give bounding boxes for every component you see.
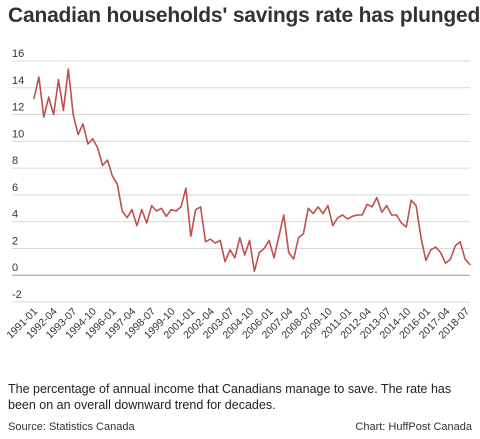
x-axis-tick-labels: 1991-011992-041993-071994-101996-011997-… xyxy=(4,306,472,342)
y-tick-label: 10 xyxy=(12,128,24,140)
series-line xyxy=(33,68,471,272)
y-tick-label: -2 xyxy=(12,289,22,301)
y-tick-label: 4 xyxy=(12,209,18,221)
line-chart: 16 14 12 10 8 6 4 2 0 -2 1991-011992-041993-07199… xyxy=(4,48,472,342)
chart-title: Canadian households' savings rate has pl… xyxy=(8,4,480,27)
y-tick-label: 0 xyxy=(12,262,18,274)
y-tick-label: 8 xyxy=(12,155,18,167)
series-layer xyxy=(33,68,471,272)
gridlines xyxy=(12,60,470,303)
y-axis-tick-labels: 16 14 12 10 8 6 4 2 0 -2 xyxy=(12,48,24,301)
y-tick-label: 14 xyxy=(12,75,24,87)
y-tick-label: 16 xyxy=(12,48,24,60)
y-tick-label: 12 xyxy=(12,102,24,114)
chart-caption: The percentage of annual income that Can… xyxy=(8,382,452,412)
y-tick-label: 2 xyxy=(12,235,18,247)
chart-credit: Chart: HuffPost Canada xyxy=(355,421,472,433)
source-note: Source: Statistics Canada xyxy=(8,421,135,433)
y-tick-label: 6 xyxy=(12,182,18,194)
